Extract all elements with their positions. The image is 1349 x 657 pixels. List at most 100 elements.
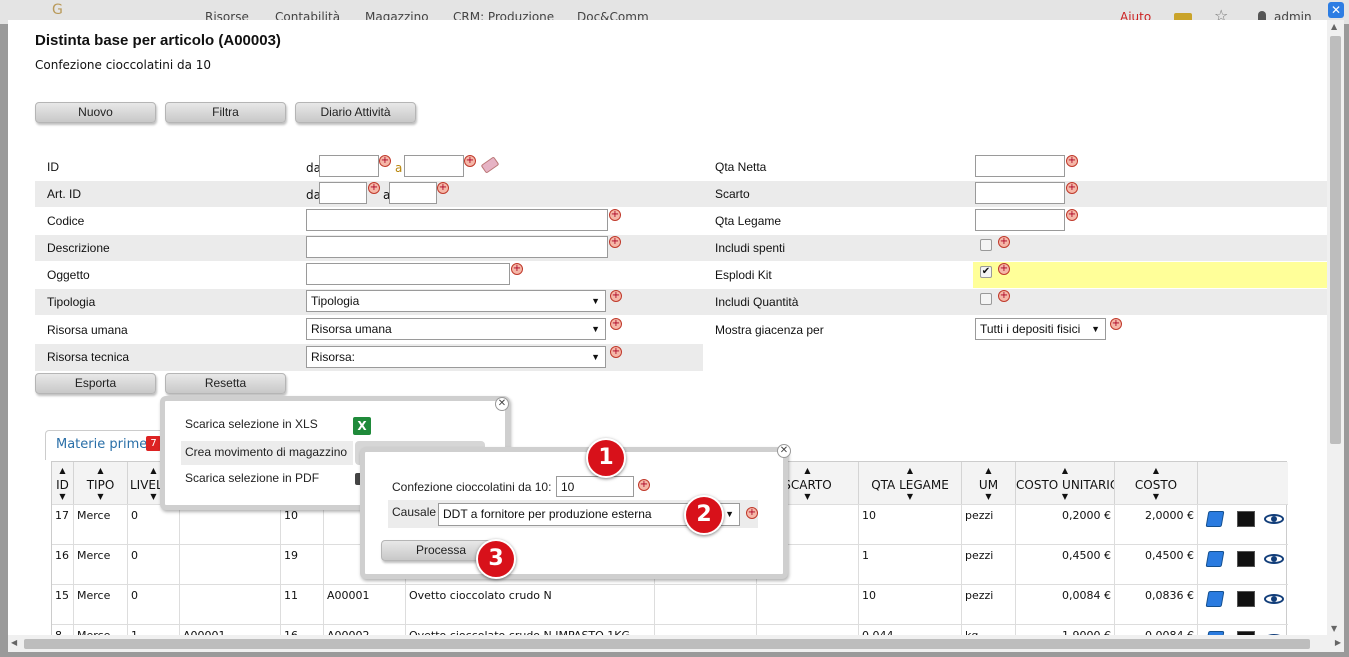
technical-resource-select[interactable]: Risorsa: ▼	[306, 346, 606, 368]
art-id-from-input[interactable]	[319, 182, 367, 204]
human-resource-add-icon[interactable]: +	[610, 318, 622, 330]
column-header-id[interactable]: ▲ ID ▼	[52, 462, 74, 504]
code-add-icon[interactable]: +	[609, 209, 621, 221]
new-button[interactable]: Nuovo	[35, 102, 156, 123]
tab-raw-materials[interactable]	[45, 430, 165, 460]
sort-up-icon[interactable]: ▲	[1152, 466, 1160, 475]
eye-icon[interactable]	[1264, 594, 1284, 604]
art-id-to-add-icon[interactable]: +	[437, 182, 449, 194]
column-header-link-qty[interactable]: ▲ QTA LEGAME ▼	[859, 462, 962, 504]
include-qty-add-icon[interactable]: +	[998, 290, 1010, 302]
scroll-down-icon[interactable]: ▼	[1331, 624, 1338, 633]
terminal-icon[interactable]	[1237, 551, 1255, 567]
description-add-icon[interactable]: +	[609, 236, 621, 248]
include-off-add-icon[interactable]: +	[998, 236, 1010, 248]
sort-down-icon[interactable]: ▼	[985, 492, 992, 501]
cause-select[interactable]: DDT a fornitore per produzione esterna ▼	[438, 503, 740, 526]
column-header-cost[interactable]: ▲ COSTO ▼	[1115, 462, 1198, 504]
tab-raw-materials-label[interactable]: Materie prime	[56, 437, 148, 452]
description-input[interactable]	[306, 236, 608, 258]
object-input[interactable]	[306, 263, 510, 285]
cell-level: 0	[128, 545, 180, 585]
sort-down-icon[interactable]: ▼	[1152, 492, 1160, 501]
type-add-icon[interactable]: +	[610, 290, 622, 302]
table-row[interactable]: 15 Merce 0 11 A00001 Ovetto cioccolato c…	[52, 584, 1288, 625]
sort-down-icon[interactable]: ▼	[150, 492, 157, 501]
sort-up-icon[interactable]: ▲	[906, 466, 914, 475]
horizontal-scrollbar[interactable]: ◀ ▶	[8, 635, 1344, 652]
table-row[interactable]: 8 Merce 1 A00001 16 A00002 Ovetto ciocco…	[52, 624, 1288, 635]
vertical-scrollbar-thumb[interactable]	[1330, 36, 1341, 444]
sort-down-icon[interactable]: ▼	[1061, 492, 1069, 501]
include-qty-checkbox[interactable]	[980, 293, 992, 305]
code-input[interactable]	[306, 209, 608, 231]
column-header-um[interactable]: ▲ UM ▼	[962, 462, 1016, 504]
explode-kit-add-icon[interactable]: +	[998, 263, 1010, 275]
menu-item-download-xls[interactable]: Scarica selezione in XLS	[185, 417, 318, 431]
sort-down-icon[interactable]: ▼	[59, 492, 66, 501]
export-button[interactable]: Esporta	[35, 373, 156, 394]
explode-kit-checkbox[interactable]: ✔	[980, 266, 992, 278]
menu-item-download-pdf[interactable]: Scarica selezione in PDF	[185, 471, 320, 485]
eye-icon[interactable]	[1264, 554, 1284, 564]
net-qty-add-icon[interactable]: +	[1066, 155, 1078, 167]
mail-icon[interactable]	[1174, 13, 1192, 23]
sort-up-icon[interactable]: ▲	[59, 466, 66, 475]
sort-up-icon[interactable]: ▲	[985, 466, 992, 475]
link-qty-add-icon[interactable]: +	[1066, 209, 1078, 221]
art-id-from-add-icon[interactable]: +	[368, 182, 380, 194]
close-modal-button[interactable]: ✕	[1328, 2, 1344, 18]
include-off-checkbox[interactable]	[980, 239, 992, 251]
show-stock-add-icon[interactable]: +	[1110, 318, 1122, 330]
waste-input[interactable]	[975, 182, 1065, 204]
id-from-input[interactable]	[319, 155, 379, 177]
quantity-input[interactable]: 10	[556, 476, 634, 497]
waste-add-icon[interactable]: +	[1066, 182, 1078, 194]
id-to-add-icon[interactable]: +	[464, 155, 476, 167]
filter-button[interactable]: Filtra	[165, 102, 286, 123]
excel-icon[interactable]: X	[353, 417, 371, 435]
vertical-scrollbar[interactable]: ▲ ▼	[1327, 20, 1344, 635]
edit-icon[interactable]	[1205, 551, 1225, 567]
menu-item-create-movement[interactable]: Crea movimento di magazzino	[185, 445, 348, 459]
terminal-icon[interactable]	[1237, 511, 1255, 527]
sort-down-icon[interactable]: ▼	[804, 492, 811, 501]
art-id-to-input[interactable]	[389, 182, 437, 204]
sort-up-icon[interactable]: ▲	[804, 466, 811, 475]
reset-button[interactable]: Resetta	[165, 373, 286, 394]
scroll-up-icon[interactable]: ▲	[1331, 22, 1338, 31]
quantity-add-icon[interactable]: +	[638, 479, 650, 491]
column-header-type[interactable]: ▲ TIPO ▼	[74, 462, 128, 504]
column-header-unit-cost[interactable]: ▲ COSTO UNITARIO ▼	[1016, 462, 1115, 504]
process-button[interactable]: Processa	[381, 540, 501, 561]
sort-up-icon[interactable]: ▲	[1061, 466, 1069, 475]
object-add-icon[interactable]: +	[511, 263, 523, 275]
human-resource-select[interactable]: Risorsa umana ▼	[306, 318, 606, 340]
terminal-icon[interactable]	[1237, 631, 1255, 635]
sort-up-icon[interactable]: ▲	[150, 466, 157, 475]
sort-down-icon[interactable]: ▼	[906, 492, 914, 501]
id-from-label: da	[306, 161, 321, 175]
edit-icon[interactable]	[1205, 511, 1225, 527]
link-qty-input[interactable]	[975, 209, 1065, 231]
show-stock-select[interactable]: Tutti i depositi fisici ▼	[975, 318, 1106, 340]
net-qty-input[interactable]	[975, 155, 1065, 177]
terminal-icon[interactable]	[1237, 591, 1255, 607]
sort-up-icon[interactable]: ▲	[97, 466, 104, 475]
id-from-add-icon[interactable]: +	[379, 155, 391, 167]
cause-add-icon[interactable]: +	[746, 507, 758, 519]
edit-icon[interactable]	[1205, 591, 1225, 607]
scroll-left-icon[interactable]: ◀	[11, 638, 18, 647]
horizontal-scrollbar-thumb[interactable]	[24, 639, 1310, 649]
eye-icon[interactable]	[1264, 634, 1284, 635]
sort-down-icon[interactable]: ▼	[97, 492, 104, 501]
type-select[interactable]: Tipologia ▼	[306, 290, 606, 312]
close-icon[interactable]: ✕	[495, 397, 509, 411]
activity-log-button[interactable]: Diario Attività	[295, 102, 416, 123]
scroll-right-icon[interactable]: ▶	[1334, 638, 1341, 647]
eye-icon[interactable]	[1264, 514, 1284, 524]
technical-resource-add-icon[interactable]: +	[610, 346, 622, 358]
edit-icon[interactable]	[1205, 631, 1225, 635]
close-icon[interactable]: ✕	[777, 444, 791, 458]
id-to-input[interactable]	[404, 155, 464, 177]
